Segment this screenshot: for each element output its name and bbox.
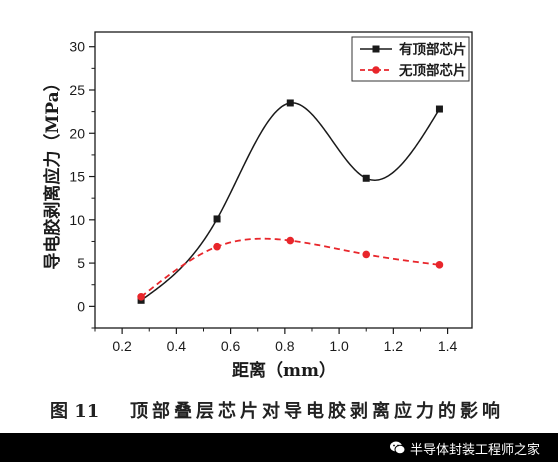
series-1-point: [286, 99, 294, 107]
series-2-point: [213, 242, 221, 251]
series-2-point: [286, 236, 295, 245]
legend-series-1-label: 有顶部芯片: [399, 41, 467, 58]
x-tick-label: 1.2: [384, 338, 404, 354]
x-tick-label: 0.6: [221, 338, 241, 354]
legend-box: [351, 36, 470, 82]
y-tick-label: 0: [77, 298, 85, 314]
x-tick-label: 1.0: [329, 338, 349, 354]
x-tick-label: 1.4: [438, 338, 458, 354]
figure-caption: 图 11 顶部叠层芯片对导电胶剥离应力的影响: [50, 397, 504, 423]
y-tick-label: 25: [69, 82, 85, 98]
y-tick-label: 10: [69, 212, 85, 228]
series-2-point: [435, 261, 444, 269]
y-tick-label: 30: [69, 39, 85, 55]
x-tick-label: 0.8: [275, 338, 295, 354]
wechat-icon: [390, 441, 406, 455]
plot-axes: 0 5 10 15 20 25 30 0.2 0.4 0.6 0.8 1.0 1.2 1.4: [69, 31, 473, 354]
watermark-text: 半导体封装工程师之家: [410, 443, 541, 458]
series-1-point: [362, 174, 370, 182]
legend-series-1-marker: [372, 45, 380, 53]
series-2-point: [362, 250, 371, 259]
legend: 有顶部芯片 无顶部芯片: [351, 36, 470, 82]
y-axis-label: 导电胶剥离应力（MPa）: [42, 74, 63, 269]
y-tick-label: 5: [77, 255, 85, 271]
legend-series-2-label: 无顶部芯片: [398, 62, 467, 79]
series-2-point: [137, 293, 145, 301]
y-tick-label: 15: [69, 169, 85, 185]
x-tick-label: 0.2: [112, 338, 132, 354]
plot-series: [137, 99, 444, 304]
series-1-point: [213, 215, 221, 223]
legend-series-2-marker: [372, 66, 380, 74]
chart: 0 5 10 15 20 25 30 0.2 0.4 0.6 0.8 1.0 1.2 1.4 有顶部芯片 …: [42, 31, 473, 381]
x-tick-label: 0.4: [167, 338, 187, 354]
watermark-bar: 半导体封装工程师之家: [0, 433, 558, 462]
plot-frame: [94, 31, 473, 329]
series-2-line: [140, 237, 440, 298]
series-1-line: [140, 102, 441, 301]
y-tick-label: 20: [69, 125, 85, 141]
figure-caption-text: 顶部叠层芯片对导电胶剥离应力的影响: [130, 401, 504, 422]
series-1-point: [435, 105, 443, 113]
figure-number: 图 11: [50, 401, 100, 422]
x-axis-label: 距离（mm）: [232, 360, 336, 381]
